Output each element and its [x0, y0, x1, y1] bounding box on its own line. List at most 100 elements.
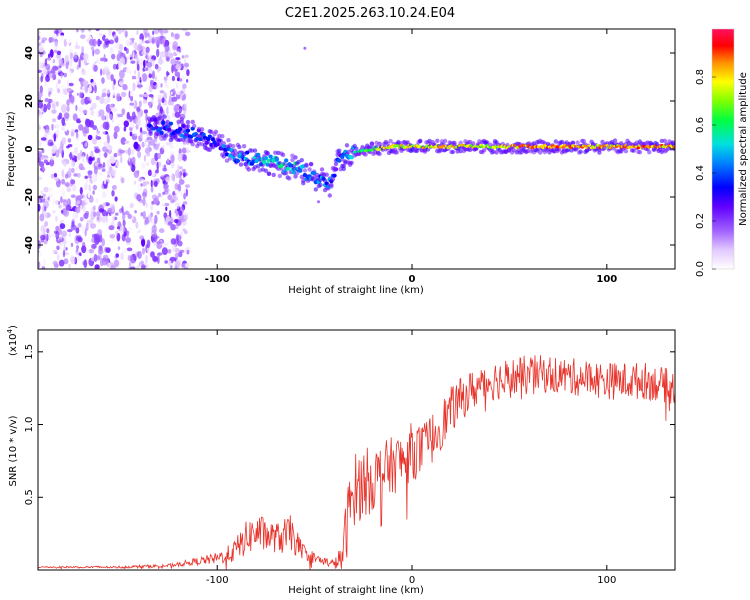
spectrogram-noise-blob	[70, 256, 76, 265]
spectrogram-noise-blob	[67, 144, 73, 148]
spectrogram-noise-blob	[102, 191, 107, 199]
spectrogram-noise-blob	[87, 170, 93, 176]
spectrogram-noise-blob	[133, 180, 136, 185]
spectrogram-noise-blob	[186, 69, 190, 77]
snr-frame	[37, 329, 676, 571]
spectrogram-noise-blob	[70, 242, 74, 247]
spectrogram-noise-blob	[174, 203, 180, 209]
spectrogram-noise-blob	[75, 131, 79, 139]
spectrogram-noise-blob	[129, 102, 135, 106]
spectrogram-noise-blob	[75, 251, 78, 255]
spectrogram-noise-blob	[129, 70, 132, 75]
spectrogram-noise-blob	[38, 151, 43, 159]
spectrogram-noise-blob	[137, 71, 141, 79]
spectrogram-noise-blob	[68, 167, 71, 175]
spectrogram-noise-blob	[61, 230, 67, 237]
spectrogram-noise-blob	[38, 199, 41, 203]
colorbar-label: Normalized spectral amplitude	[738, 72, 749, 226]
spectrogram-noise-blob	[148, 214, 152, 219]
spectrogram-noise-blob	[142, 98, 146, 105]
spectrogram-ridge-cell	[636, 146, 641, 150]
spectrogram-noise-blob	[63, 112, 70, 119]
spectrogram-noise-blob	[115, 29, 119, 32]
spectrogram-noise-blob	[155, 82, 161, 91]
spectrogram-halo	[623, 149, 629, 154]
spectrogram-noise-blob	[50, 173, 55, 179]
spectrogram-noise-blob	[138, 100, 142, 108]
spectrogram-noise-blob	[80, 150, 83, 156]
spectrogram-halo	[287, 176, 292, 181]
spectrogram-noise-blob	[38, 123, 41, 127]
figure-title: C2E1.2025.263.10.24.E04	[285, 6, 455, 21]
spectrogram-noise-blob	[174, 224, 179, 230]
y-tick-label: -20	[24, 188, 35, 206]
spectrogram-noise-blob	[80, 86, 83, 90]
spectrogram-noise-blob	[101, 115, 107, 121]
spectrogram-noise-blob	[72, 120, 75, 126]
spectrogram-noise-blob	[168, 104, 174, 114]
spectrogram-noise-blob	[78, 91, 83, 99]
spectrogram-noise-blob	[150, 203, 154, 211]
spectrogram-noise-blob	[68, 69, 72, 75]
spectrogram-noise-blob	[52, 117, 59, 125]
spectrogram-noise-blob	[62, 199, 69, 207]
spectrogram-noise-blob	[81, 46, 84, 55]
spectrogram-noise-blob	[115, 253, 119, 258]
spectrogram-noise-blob	[126, 39, 130, 47]
spectrogram-noise-blob	[108, 59, 112, 63]
spectrogram-noise-blob	[91, 174, 98, 179]
spectrogram-noise-blob	[105, 89, 111, 94]
spectrogram-noise-blob	[62, 160, 67, 167]
spectrogram-noise-blob	[60, 90, 65, 98]
spectrogram-noise-blob	[74, 220, 80, 224]
spectrogram-noise-blob	[72, 184, 77, 192]
spectrogram-noise-blob	[98, 245, 103, 252]
spectrogram-noise-blob	[181, 263, 186, 268]
spectrogram-noise-blob	[53, 41, 59, 51]
spectrogram-noise-blob	[52, 198, 55, 205]
spectrogram-noise-blob	[85, 179, 88, 184]
spectrogram-noise-blob	[94, 48, 100, 55]
spectrogram-noise-blob	[61, 137, 66, 145]
spectrogram-noise-blob	[60, 188, 65, 194]
spectrogram-noise-blob	[100, 68, 103, 76]
spectrogram-halo	[327, 193, 332, 198]
spectrogram-noise-blob	[92, 138, 97, 145]
spectrogram-noise-blob	[173, 104, 178, 113]
spectrogram-halo	[209, 129, 214, 135]
spectrogram-noise-blob	[66, 105, 70, 112]
spectrogram-halo	[601, 146, 607, 151]
spectrogram-noise-blob	[96, 130, 100, 136]
spectrogram-noise-blob	[92, 184, 98, 191]
spectrogram-noise-blob	[158, 192, 161, 198]
spectrogram-noise-blob	[75, 166, 79, 172]
spectrogram-noise-blob	[134, 69, 137, 75]
spectrogram-noise-blob	[38, 83, 41, 90]
spectrogram-halo	[148, 129, 153, 134]
spectrogram-noise-blob	[38, 91, 42, 100]
spectrogram-noise-blob	[46, 102, 51, 111]
spectrogram-ridge-cell	[245, 150, 250, 155]
spectrogram-noise-blob	[108, 113, 113, 120]
spectrogram-noise-blob	[154, 63, 159, 70]
spectrogram-noise-blob	[83, 212, 89, 219]
spectrogram-noise-blob	[165, 142, 172, 146]
spectrogram-noise-blob	[122, 211, 125, 216]
spectrogram-noise-blob	[83, 195, 88, 203]
spectrogram-stray-dot	[180, 63, 184, 67]
spectrogram-noise-blob	[40, 75, 43, 83]
spectrogram-noise-blob	[90, 46, 95, 51]
spectrogram-noise-blob	[79, 217, 84, 222]
spectrogram-noise-blob	[49, 150, 53, 157]
spectrogram-noise-blob	[164, 190, 169, 195]
spectrogram-noise-blob	[116, 93, 121, 102]
spectrogram-noise-blob	[175, 190, 180, 198]
spectrogram-noise-blob	[109, 47, 114, 55]
spectrogram-noise-blob	[39, 62, 44, 66]
spectrogram-halo	[207, 147, 212, 152]
spectrogram-noise-blob	[123, 231, 127, 238]
colorbar-tick-label: 0.2	[695, 213, 706, 229]
spectrogram-noise-blob	[156, 90, 160, 96]
spectrogram-noise-blob	[105, 211, 108, 217]
spectrogram-halo	[190, 119, 195, 125]
